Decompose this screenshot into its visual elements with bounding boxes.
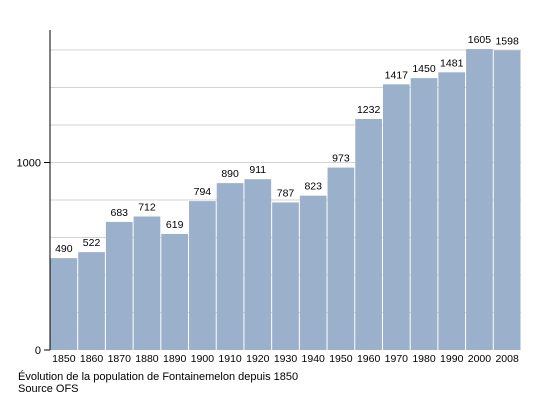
- chart-source: Source OFS: [18, 383, 79, 395]
- bar: [161, 233, 189, 350]
- x-tick-label: 1950: [329, 353, 353, 365]
- bar: [466, 49, 493, 350]
- bar: [299, 195, 327, 350]
- bar: [105, 221, 133, 350]
- data-label: 1232: [357, 104, 381, 116]
- bar: [493, 50, 521, 350]
- value-labels: 490 522 683 712 619 794 890 911 787 823 973 1232 141…: [55, 34, 519, 255]
- data-label: 823: [304, 181, 322, 193]
- data-label: 890: [221, 168, 239, 180]
- bar: [438, 72, 466, 350]
- x-tick-label: 1960: [357, 353, 381, 365]
- data-label: 1598: [495, 35, 519, 47]
- x-tick-label: 1990: [440, 353, 464, 365]
- x-tick-label: 1930: [274, 353, 298, 365]
- bar: [216, 183, 244, 350]
- x-tick-label: 1880: [135, 353, 159, 365]
- bar: [410, 78, 438, 350]
- data-label: 490: [55, 243, 73, 255]
- data-label: 973: [332, 153, 350, 165]
- bar: [244, 179, 272, 350]
- data-label: 794: [194, 186, 212, 198]
- data-label: 1605: [468, 34, 492, 46]
- x-tick-label: 2008: [495, 353, 519, 365]
- bar: [355, 119, 382, 350]
- bar: [189, 201, 216, 350]
- bar: [327, 167, 355, 350]
- x-tick-label: 1940: [302, 353, 326, 365]
- bar: [50, 258, 78, 350]
- x-tick-label: 1870: [108, 353, 132, 365]
- data-label: 683: [110, 207, 128, 219]
- x-tick-label: 1890: [163, 353, 187, 365]
- x-tick-label: 1910: [218, 353, 242, 365]
- x-tick-label: 1920: [246, 353, 270, 365]
- data-label: 619: [166, 219, 184, 231]
- x-tick-label: 1860: [80, 353, 104, 365]
- chart-caption: Évolution de la population de Fontaineme…: [18, 371, 299, 383]
- bar: [272, 202, 299, 350]
- data-label: 787: [277, 187, 295, 199]
- bar: [78, 252, 105, 350]
- x-tick-label: 1980: [412, 353, 436, 365]
- bar: [382, 84, 410, 350]
- y-tick-label: 1000: [17, 158, 41, 170]
- x-tick-labels: 1850 1860 1870 1880 1890 1900 1910 1920 1930 1940…: [52, 353, 519, 365]
- data-label: 712: [138, 202, 156, 214]
- y-tick-label: 0: [35, 345, 41, 357]
- x-tick-label: 2000: [468, 353, 492, 365]
- x-tick-label: 1850: [52, 353, 76, 365]
- data-label: 522: [83, 237, 101, 249]
- x-tick-label: 1900: [191, 353, 215, 365]
- data-label: 1481: [440, 57, 464, 69]
- data-label: 1450: [412, 63, 436, 75]
- data-label: 1417: [385, 69, 409, 81]
- bar: [133, 216, 161, 350]
- x-tick-label: 1970: [385, 353, 409, 365]
- y-tick-labels: 0 1000: [17, 158, 50, 357]
- bars: [50, 49, 521, 350]
- data-label: 911: [249, 164, 266, 176]
